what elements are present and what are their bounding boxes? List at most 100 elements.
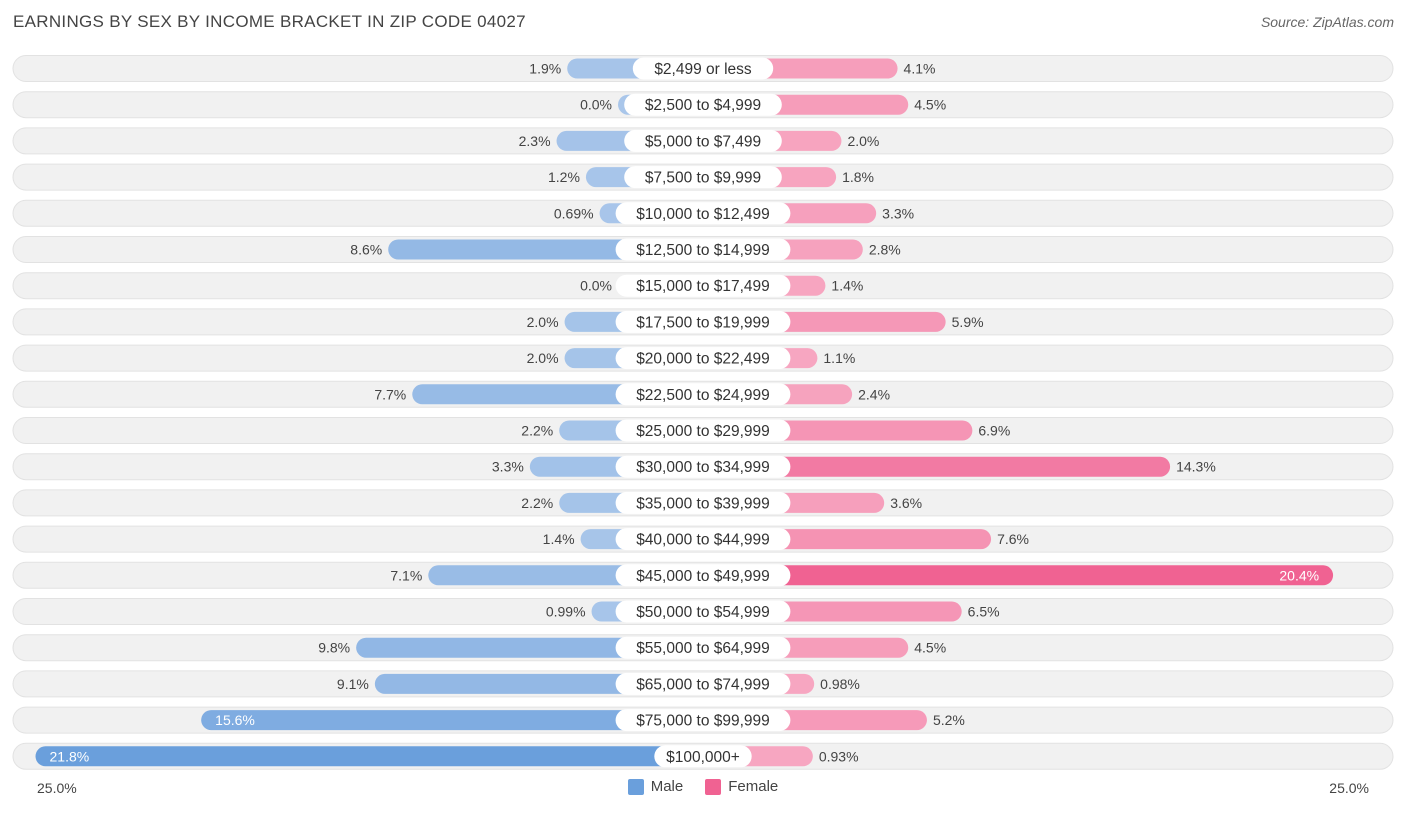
category-pill bbox=[615, 455, 791, 478]
value-label-female: 0.98% bbox=[820, 676, 860, 692]
bar-male bbox=[35, 746, 703, 767]
category-label: $2,499 or less bbox=[654, 61, 752, 78]
legend-swatch-female bbox=[705, 778, 722, 795]
legend-item-male[interactable]: Male bbox=[627, 778, 684, 795]
category-pill bbox=[615, 672, 791, 695]
category-label: $50,000 to $54,999 bbox=[636, 604, 770, 621]
value-label-male: 7.7% bbox=[374, 386, 406, 402]
value-label-male: 0.69% bbox=[554, 205, 594, 221]
chart-row: 21.8% 0.93% $100,000+ bbox=[12, 742, 1394, 770]
bar-female bbox=[703, 565, 1334, 586]
value-label-female: 5.9% bbox=[952, 314, 984, 330]
category-pill bbox=[615, 238, 791, 261]
category-pill bbox=[615, 600, 791, 623]
value-label-female: 4.5% bbox=[914, 97, 946, 113]
category-pill bbox=[615, 636, 791, 659]
category-pill bbox=[624, 166, 782, 189]
chart-row: 0.0% 1.4% $15,000 to $17,499 bbox=[12, 272, 1394, 300]
chart-row: 2.0% 1.1% $20,000 to $22,499 bbox=[12, 344, 1394, 372]
category-label: $65,000 to $74,999 bbox=[636, 676, 770, 693]
category-pill bbox=[615, 528, 791, 551]
category-label: $75,000 to $99,999 bbox=[636, 713, 770, 730]
value-label-female: 3.3% bbox=[882, 205, 914, 221]
value-label-male: 1.2% bbox=[548, 169, 580, 185]
category-pill bbox=[615, 310, 791, 333]
legend-label-male: Male bbox=[650, 778, 684, 795]
chart-row: 7.1% 20.4% $45,000 to $49,999 bbox=[12, 561, 1394, 589]
category-label: $20,000 to $22,499 bbox=[636, 351, 770, 368]
value-label-male: 0.0% bbox=[580, 278, 612, 294]
category-label: $35,000 to $39,999 bbox=[636, 495, 770, 512]
chart-row: 8.6% 2.8% $12,500 to $14,999 bbox=[12, 236, 1394, 263]
category-pill bbox=[615, 274, 791, 297]
category-pill bbox=[615, 202, 791, 225]
value-label-female: 7.6% bbox=[997, 531, 1029, 547]
value-label-female: 4.5% bbox=[914, 640, 946, 656]
category-pill bbox=[615, 564, 791, 587]
value-label-male: 2.3% bbox=[519, 133, 551, 149]
bar-female bbox=[703, 456, 1171, 477]
legend-item-female[interactable]: Female bbox=[705, 778, 778, 795]
chart-row: 0.69% 3.3% $10,000 to $12,499 bbox=[12, 199, 1394, 227]
value-label-female: 6.9% bbox=[978, 423, 1010, 439]
bar-male bbox=[356, 637, 703, 658]
chart-row: 15.6% 5.2% $75,000 to $99,999 bbox=[12, 706, 1394, 734]
value-label-male: 2.2% bbox=[521, 495, 553, 511]
value-label-female: 2.4% bbox=[858, 386, 890, 402]
value-label-female: 2.8% bbox=[869, 242, 901, 258]
category-label: $55,000 to $64,999 bbox=[636, 640, 770, 657]
chart-row: 2.3% 2.0% $5,000 to $7,499 bbox=[12, 127, 1394, 155]
value-label-female: 0.93% bbox=[819, 748, 859, 764]
legend: Male Female bbox=[0, 778, 1406, 795]
value-label-female: 14.3% bbox=[1176, 459, 1216, 475]
value-label-female: 1.8% bbox=[842, 169, 874, 185]
chart-row: 1.4% 7.6% $40,000 to $44,999 bbox=[12, 525, 1394, 553]
category-label: $45,000 to $49,999 bbox=[636, 568, 770, 585]
value-label-female: 6.5% bbox=[968, 604, 1000, 620]
chart-row: 9.1% 0.98% $65,000 to $74,999 bbox=[12, 670, 1394, 698]
category-label: $100,000+ bbox=[666, 749, 740, 766]
value-label-male: 8.6% bbox=[350, 242, 382, 258]
value-label-female: 5.2% bbox=[933, 712, 965, 728]
chart-row: 1.9% 4.1% $2,499 or less bbox=[12, 55, 1394, 82]
value-label-male: 3.3% bbox=[492, 459, 524, 475]
value-label-male: 2.0% bbox=[527, 350, 559, 366]
bar-male bbox=[201, 710, 703, 731]
chart-row: 2.0% 5.9% $17,500 to $19,999 bbox=[12, 308, 1394, 336]
value-label-male: 2.2% bbox=[521, 423, 553, 439]
value-label-male: 15.6% bbox=[215, 712, 255, 728]
value-label-male: 0.99% bbox=[546, 604, 586, 620]
chart-row: 2.2% 3.6% $35,000 to $39,999 bbox=[12, 489, 1394, 517]
axis-right-label: 25.0% bbox=[1329, 780, 1369, 796]
category-pill bbox=[615, 709, 791, 732]
category-pill bbox=[615, 419, 791, 442]
value-label-male: 9.8% bbox=[318, 640, 350, 656]
value-label-female: 4.1% bbox=[904, 61, 936, 77]
value-label-female: 3.6% bbox=[890, 495, 922, 511]
category-label: $22,500 to $24,999 bbox=[636, 387, 770, 404]
category-pill bbox=[615, 383, 791, 406]
legend-label-female: Female bbox=[728, 778, 779, 795]
value-label-male: 1.4% bbox=[543, 531, 575, 547]
value-label-male: 21.8% bbox=[50, 748, 90, 764]
value-label-male: 2.0% bbox=[527, 314, 559, 330]
category-label: $10,000 to $12,499 bbox=[636, 206, 770, 223]
value-label-male: 7.1% bbox=[390, 567, 422, 583]
chart-row: 3.3% 14.3% $30,000 to $34,999 bbox=[12, 453, 1394, 481]
chart-row: 0.0% 4.5% $2,500 to $4,999 bbox=[12, 91, 1394, 119]
value-label-female: 20.4% bbox=[1279, 567, 1319, 583]
value-label-male: 1.9% bbox=[529, 61, 561, 77]
category-pill bbox=[615, 491, 791, 514]
value-label-female: 2.0% bbox=[847, 133, 879, 149]
category-label: $5,000 to $7,499 bbox=[645, 133, 761, 150]
chart-title: EARNINGS BY SEX BY INCOME BRACKET IN ZIP… bbox=[13, 12, 526, 31]
category-label: $7,500 to $9,999 bbox=[645, 170, 761, 187]
category-pill bbox=[624, 93, 782, 116]
axis-left-label: 25.0% bbox=[37, 780, 77, 796]
source-label: Source: ZipAtlas.com bbox=[1260, 14, 1394, 30]
category-label: $30,000 to $34,999 bbox=[636, 459, 770, 476]
chart-row: 0.99% 6.5% $50,000 to $54,999 bbox=[12, 598, 1394, 625]
value-label-female: 1.4% bbox=[831, 278, 863, 294]
legend-swatch-male bbox=[627, 778, 644, 795]
